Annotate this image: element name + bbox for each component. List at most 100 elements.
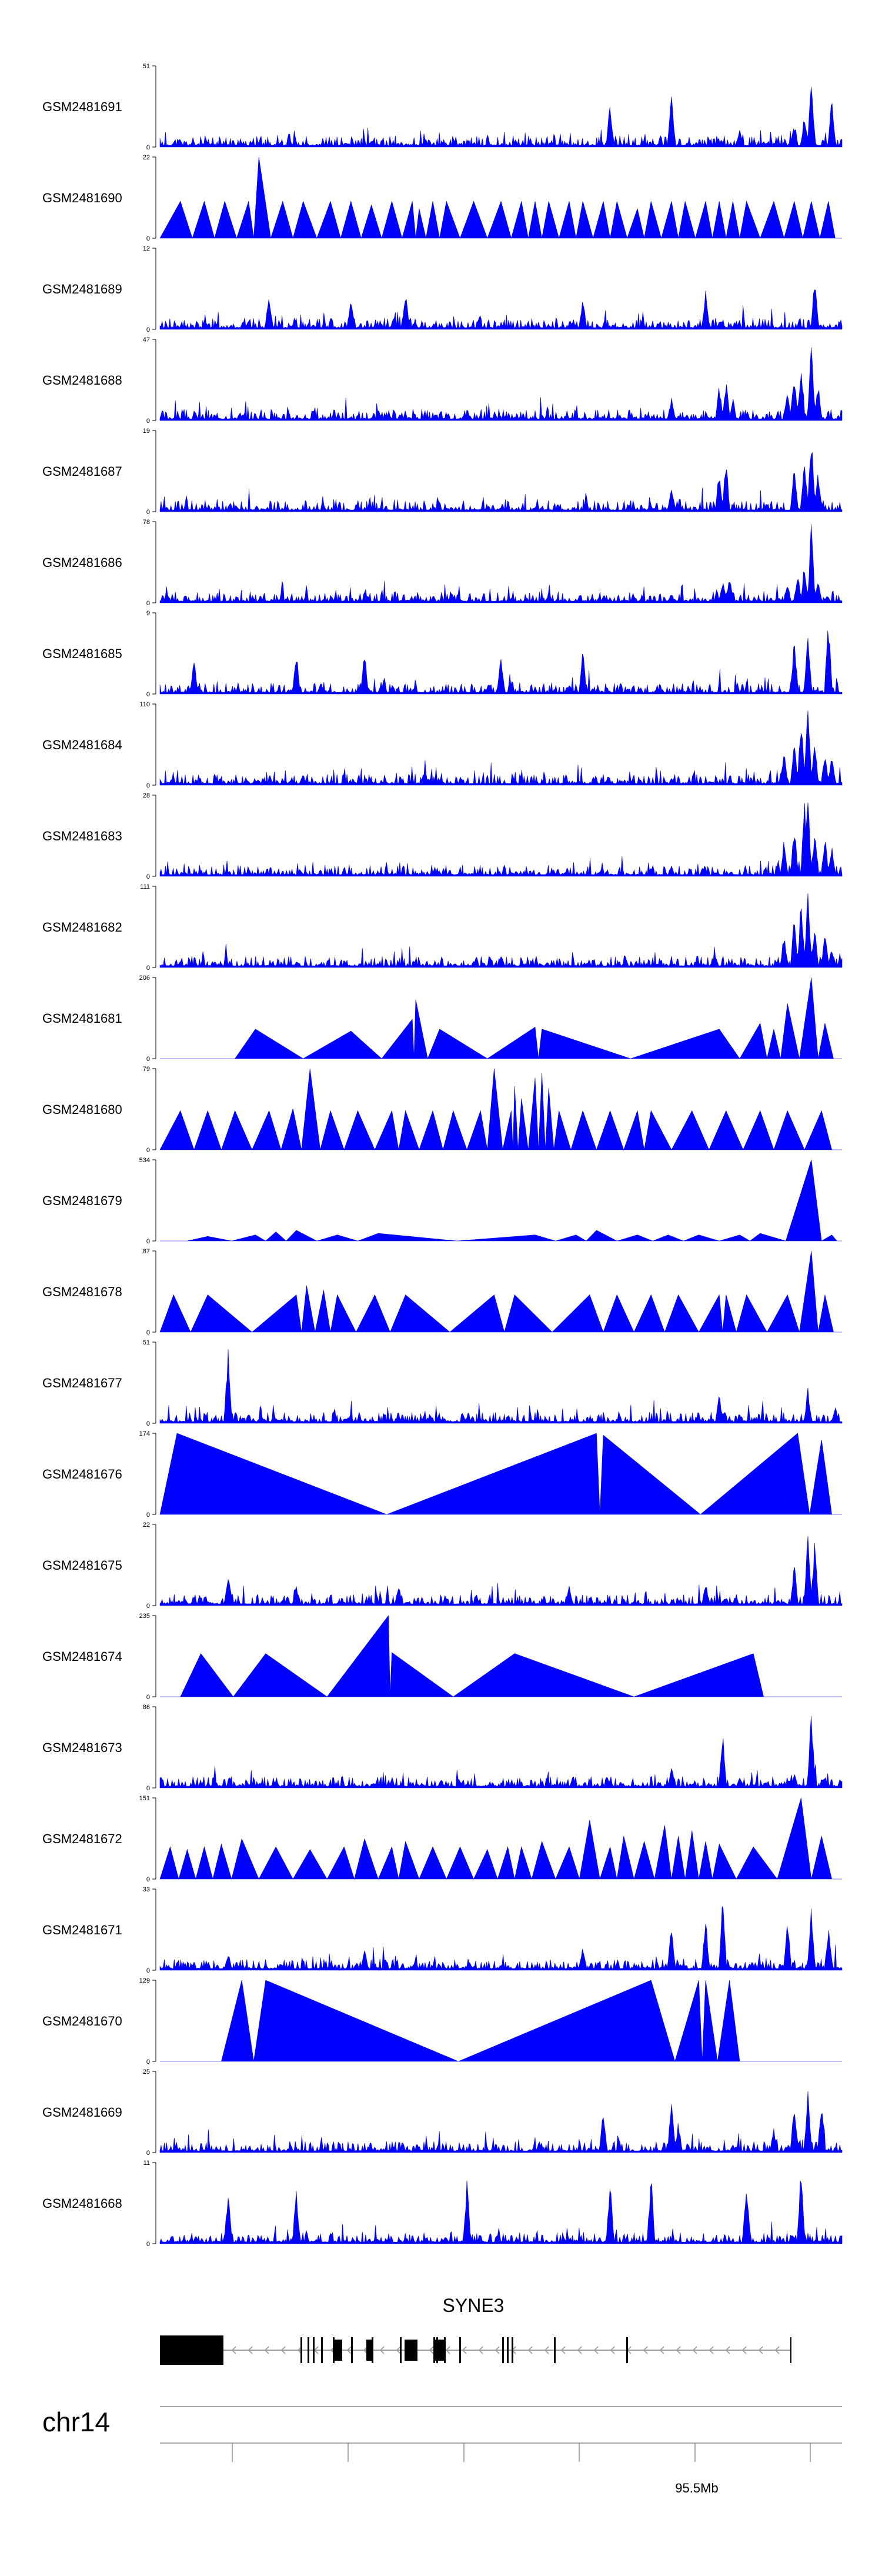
y-min-label: 0 bbox=[146, 1603, 150, 1610]
y-max-label: 78 bbox=[143, 519, 150, 526]
strand-arrow bbox=[676, 2346, 681, 2354]
strand-arrow bbox=[280, 2346, 286, 2354]
exon bbox=[351, 2337, 353, 2363]
exon bbox=[405, 2340, 417, 2361]
track-label: GSM2481680 bbox=[42, 1102, 122, 1117]
track-label: GSM2481686 bbox=[42, 555, 122, 570]
signal-area bbox=[159, 524, 843, 603]
track-GSM2481671: GSM2481671 33 0 bbox=[42, 1886, 843, 1974]
strand-arrow bbox=[560, 2346, 566, 2354]
y-max-label: 206 bbox=[139, 975, 150, 982]
strand-arrow bbox=[774, 2346, 780, 2354]
track-label: GSM2481687 bbox=[42, 464, 122, 479]
y-max-label: 87 bbox=[143, 1248, 150, 1255]
track-GSM2481676: GSM2481676 174 0 bbox=[42, 1430, 842, 1519]
track-GSM2481685: GSM2481685 9 0 bbox=[42, 610, 843, 698]
track-GSM2481678: GSM2481678 87 0 bbox=[42, 1248, 842, 1336]
y-max-label: 33 bbox=[143, 1886, 150, 1893]
track-GSM2481677: GSM2481677 51 0 bbox=[42, 1339, 843, 1427]
signal-area bbox=[159, 347, 843, 421]
track-label: GSM2481688 bbox=[42, 373, 122, 388]
y-min-label: 0 bbox=[146, 1056, 150, 1063]
signal-area bbox=[159, 802, 843, 877]
track-GSM2481670: GSM2481670 129 0 bbox=[42, 1977, 842, 2066]
y-min-label: 0 bbox=[146, 418, 150, 425]
signal-area bbox=[159, 1250, 842, 1333]
track-label: GSM2481683 bbox=[42, 829, 122, 843]
strand-arrow bbox=[610, 2346, 615, 2354]
signal-area bbox=[160, 1159, 842, 1242]
track-label: GSM2481673 bbox=[42, 1740, 122, 1755]
track-GSM2481669: GSM2481669 25 0 bbox=[42, 2068, 843, 2157]
track-label: GSM2481674 bbox=[42, 1649, 122, 1664]
strand-arrow bbox=[577, 2346, 582, 2354]
exon bbox=[400, 2337, 402, 2363]
ruler-ticks bbox=[232, 2443, 811, 2462]
signal-area bbox=[159, 1068, 842, 1151]
signal-area bbox=[159, 156, 842, 239]
track-label: GSM2481681 bbox=[42, 1011, 122, 1026]
y-min-label: 0 bbox=[146, 235, 150, 242]
strand-arrow bbox=[248, 2346, 253, 2354]
y-min-label: 0 bbox=[146, 1967, 150, 1974]
y-min-label: 0 bbox=[146, 1876, 150, 1883]
track-label: GSM2481670 bbox=[42, 2014, 122, 2028]
y-max-label: 9 bbox=[146, 610, 150, 617]
track-label: GSM2481682 bbox=[42, 920, 122, 935]
y-max-label: 11 bbox=[143, 2160, 150, 2167]
utr-block bbox=[160, 2335, 223, 2365]
signal-area bbox=[159, 1797, 842, 1880]
signal-area bbox=[159, 710, 843, 786]
y-max-label: 12 bbox=[143, 245, 150, 252]
track-label: GSM2481668 bbox=[42, 2196, 122, 2211]
exon bbox=[308, 2337, 309, 2363]
track-GSM2481679: GSM2481679 534 0 bbox=[42, 1157, 842, 1245]
strand-arrow bbox=[725, 2346, 730, 2354]
track-label: GSM2481676 bbox=[42, 1467, 122, 1481]
track-GSM2481684: GSM2481684 110 0 bbox=[42, 701, 843, 789]
exon bbox=[554, 2337, 556, 2363]
gene-label: SYNE3 bbox=[443, 2295, 505, 2316]
y-min-label: 0 bbox=[146, 873, 150, 880]
track-label: GSM2481677 bbox=[42, 1376, 122, 1390]
y-max-label: 22 bbox=[143, 154, 150, 161]
y-max-label: 174 bbox=[139, 1430, 150, 1437]
track-GSM2481672: GSM2481672 151 0 bbox=[42, 1795, 842, 1883]
y-max-label: 86 bbox=[143, 1704, 150, 1711]
exon bbox=[433, 2337, 435, 2363]
strand-arrow bbox=[346, 2346, 352, 2354]
track-label: GSM2481678 bbox=[42, 1284, 122, 1299]
y-min-label: 0 bbox=[146, 1785, 150, 1792]
track-GSM2481668: GSM2481668 11 0 bbox=[42, 2160, 843, 2248]
track-GSM2481680: GSM2481680 79 0 bbox=[42, 1066, 842, 1154]
track-label: GSM2481669 bbox=[42, 2105, 122, 2120]
y-min-label: 0 bbox=[146, 326, 150, 333]
position-label: 95.5Mb bbox=[675, 2481, 718, 2495]
strand-arrow bbox=[462, 2346, 467, 2354]
strand-arrow bbox=[643, 2346, 648, 2354]
signal-area bbox=[159, 2180, 843, 2244]
y-max-label: 534 bbox=[139, 1157, 150, 1164]
y-max-label: 51 bbox=[143, 1339, 150, 1346]
y-min-label: 0 bbox=[146, 1511, 150, 1519]
strand-arrow bbox=[692, 2346, 697, 2354]
track-label: GSM2481689 bbox=[42, 282, 122, 296]
exon bbox=[333, 2340, 342, 2361]
y-min-label: 0 bbox=[146, 2241, 150, 2248]
strand-arrow bbox=[709, 2346, 714, 2354]
track-GSM2481674: GSM2481674 235 0 bbox=[42, 1613, 842, 1701]
y-max-label: 79 bbox=[143, 1066, 150, 1073]
strand-arrow bbox=[659, 2346, 664, 2354]
y-max-label: 110 bbox=[139, 701, 150, 708]
y-min-label: 0 bbox=[146, 1329, 150, 1336]
track-GSM2481675: GSM2481675 22 0 bbox=[42, 1521, 843, 1610]
y-min-label: 0 bbox=[146, 509, 150, 516]
track-GSM2481690: GSM2481690 22 0 bbox=[42, 154, 842, 242]
track-label: GSM2481679 bbox=[42, 1193, 122, 1208]
signal-area bbox=[159, 452, 843, 512]
exon bbox=[366, 2340, 373, 2361]
y-min-label: 0 bbox=[146, 1420, 150, 1427]
strand-arrow bbox=[544, 2346, 549, 2354]
strand-arrow bbox=[741, 2346, 747, 2354]
